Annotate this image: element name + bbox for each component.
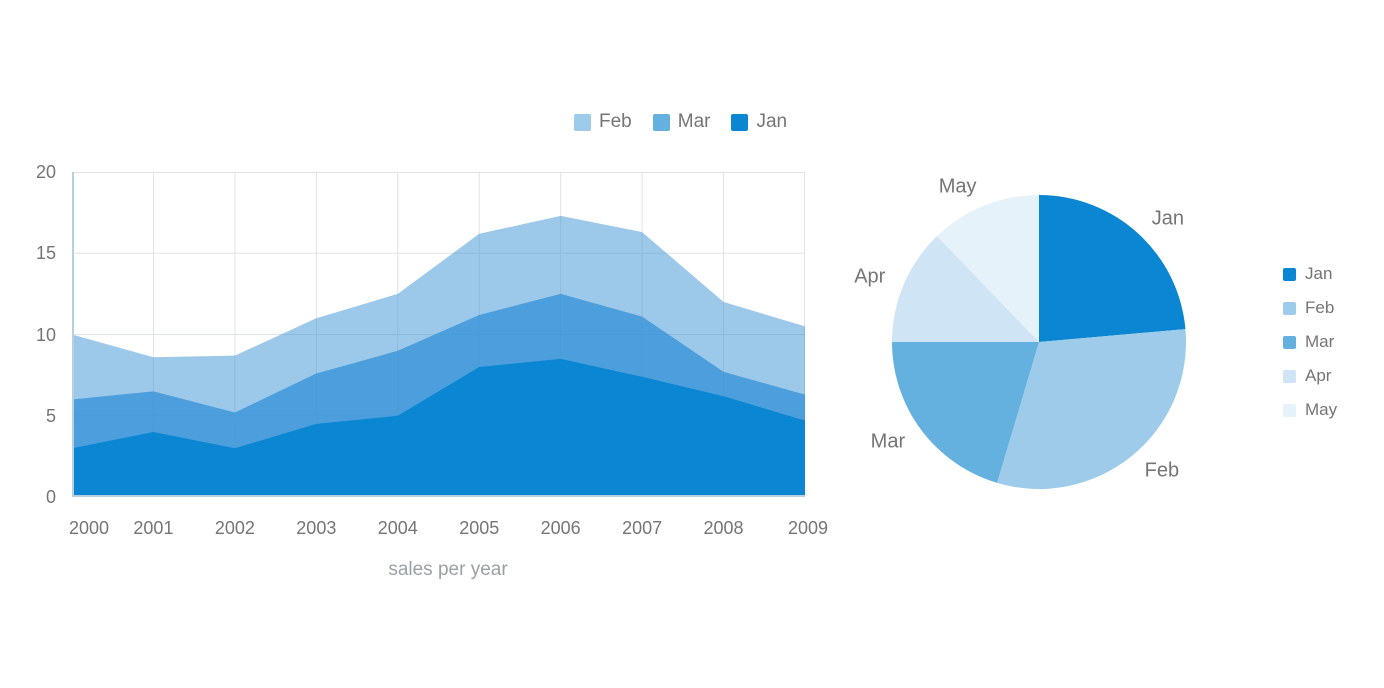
- area-chart-legend: Feb Mar Jan: [574, 111, 787, 133]
- pie-slice-apr[interactable]: [892, 236, 1039, 342]
- legend-item-apr[interactable]: Apr: [1283, 359, 1337, 393]
- x-axis-tick-label: 2003: [296, 518, 337, 538]
- legend-item-mar[interactable]: Mar: [1283, 325, 1337, 359]
- legend-label: Feb: [599, 111, 632, 132]
- legend-swatch-feb-icon: [1283, 301, 1296, 315]
- pie-slice-jan[interactable]: [1039, 195, 1186, 342]
- pie-slice-feb[interactable]: [997, 329, 1186, 489]
- y-axis-tick-label: 5: [45, 405, 56, 426]
- pie-label-apr: Apr: [854, 265, 886, 288]
- pie-label-mar: Mar: [870, 430, 906, 453]
- pie-label-feb: Feb: [1144, 459, 1180, 482]
- legend-swatch-apr-icon: [1283, 369, 1296, 383]
- x-axis-tick-label: 2001: [133, 518, 174, 538]
- x-axis-tick-label: 2009: [787, 518, 829, 538]
- legend-label: May: [1305, 400, 1338, 419]
- legend-item-jan[interactable]: Jan: [731, 111, 787, 133]
- legend-label: Apr: [1305, 366, 1332, 385]
- y-axis-tick-label: 20: [35, 162, 56, 182]
- area-series-jan[interactable]: [72, 358, 805, 497]
- area-chart-svg: [72, 172, 805, 497]
- y-axis-tick-label: 0: [45, 487, 56, 507]
- x-axis-tick-label: 2005: [459, 518, 500, 538]
- legend-label: Mar: [1305, 332, 1335, 351]
- pie-label-may: May: [938, 175, 977, 198]
- x-axis-tick-label: 2008: [703, 518, 744, 538]
- legend-item-feb[interactable]: Feb: [574, 111, 632, 133]
- y-axis-tick-label: 15: [35, 243, 56, 264]
- legend-label: Feb: [1305, 298, 1335, 317]
- pie-chart-svg: [892, 195, 1186, 489]
- y-axis-tick-label: 10: [35, 324, 56, 345]
- legend-swatch-mar-icon: [1283, 335, 1296, 349]
- pie-slice-mar[interactable]: [892, 342, 1039, 483]
- legend-swatch-may-icon: [1283, 403, 1296, 417]
- legend-swatch-jan-icon: [731, 113, 749, 131]
- pie-chart-legend: Jan Feb Mar Apr May: [1283, 257, 1337, 427]
- x-axis-title: sales per year: [388, 559, 508, 580]
- pie-slice-may[interactable]: [937, 195, 1039, 342]
- x-axis-tick-label: 2000: [68, 518, 110, 538]
- legend-label: Mar: [677, 111, 711, 132]
- axis-lines: [72, 172, 805, 497]
- x-axis-tick-label: 2004: [377, 518, 418, 538]
- x-axis-tick-label: 2002: [214, 518, 255, 538]
- legend-item-may[interactable]: May: [1283, 393, 1337, 427]
- x-axis-tick-label: 2006: [540, 518, 581, 538]
- legend-label: Jan: [1305, 264, 1333, 283]
- x-axis-tick-label: 2007: [622, 518, 663, 538]
- legend-swatch-feb-icon: [574, 113, 591, 131]
- legend-item-jan[interactable]: Jan: [1283, 257, 1337, 291]
- legend-item-mar[interactable]: Mar: [652, 111, 711, 133]
- pie-label-jan: Jan: [1151, 207, 1185, 230]
- legend-swatch-jan-icon: [1283, 267, 1296, 281]
- legend-swatch-mar-icon: [652, 113, 670, 131]
- legend-label: Jan: [756, 111, 788, 132]
- legend-item-feb[interactable]: Feb: [1283, 291, 1337, 325]
